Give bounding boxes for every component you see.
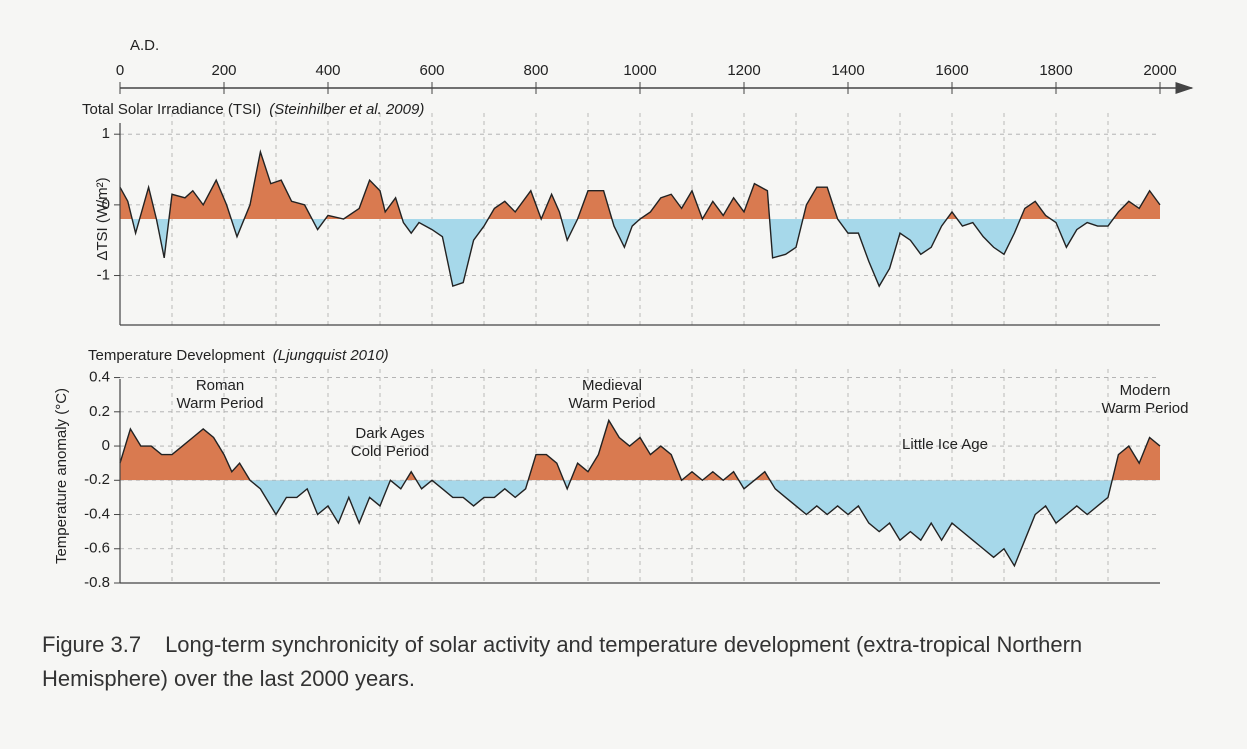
y-tick-label: -0.8 bbox=[84, 574, 110, 591]
x-tick-label: 0 bbox=[116, 62, 124, 79]
annotation: Roman bbox=[196, 377, 244, 394]
y-tick-label: -1 bbox=[97, 267, 110, 284]
x-tick-label: 2000 bbox=[1143, 62, 1176, 79]
x-tick-label: 1400 bbox=[831, 62, 864, 79]
chart-title: Temperature Development (Ljungquist 2010) bbox=[88, 347, 389, 364]
area-below bbox=[120, 480, 1160, 566]
annotation: Warm Period bbox=[177, 395, 264, 412]
x-tick-label: 600 bbox=[419, 62, 444, 79]
area-above bbox=[120, 420, 1160, 481]
title: Total Solar Irradiance (TSI) bbox=[82, 101, 261, 118]
chart-title: Total Solar Irradiance (TSI) (Steinhilber… bbox=[82, 101, 424, 118]
figure: A.D. 0 200 400 600 800 1000 1200 1400 1600 1800 20… bbox=[53, 37, 1194, 591]
y-axis-label: ΔTSI (W/m²) bbox=[94, 177, 111, 260]
y-tick-label: -0.2 bbox=[84, 471, 110, 488]
x-tick-label: 400 bbox=[315, 62, 340, 79]
y-tick-label: 0.4 bbox=[89, 369, 110, 386]
line bbox=[119, 149, 1161, 288]
area-above bbox=[120, 151, 1160, 219]
x-tick-label: 1000 bbox=[623, 62, 656, 79]
title: Temperature Development bbox=[88, 347, 266, 364]
y-tick-label: -0.4 bbox=[84, 505, 110, 522]
caption-text: Long-term synchronicity of solar activit… bbox=[42, 632, 1083, 691]
y-tick-label: 0 bbox=[102, 437, 110, 454]
annotation: Warm Period bbox=[569, 395, 656, 412]
annotation: Warm Period bbox=[1102, 400, 1189, 417]
source: (Steinhilber et al. 2009) bbox=[269, 101, 424, 118]
axis-label: A.D. bbox=[130, 37, 159, 54]
x-tick-label: 200 bbox=[211, 62, 236, 79]
caption: Figure 3.7 Long-term synchronicity of sol… bbox=[42, 628, 1207, 696]
y-tick-label: 0 bbox=[102, 196, 110, 213]
x-tick-label: 1200 bbox=[727, 62, 760, 79]
annotation: Medieval bbox=[582, 377, 642, 394]
source: (Ljungquist 2010) bbox=[273, 347, 389, 364]
x-tick-label: 800 bbox=[523, 62, 548, 79]
y-tick-label: -0.6 bbox=[84, 540, 110, 557]
y-axis-label: Temperature anomaly (°C) bbox=[53, 388, 70, 564]
x-tick-label: 1600 bbox=[935, 62, 968, 79]
annotation: Dark Ages bbox=[355, 425, 424, 442]
y-tick-label: 0.2 bbox=[89, 403, 110, 420]
annotation: Little Ice Age bbox=[902, 436, 988, 453]
y-tick-label: 1 bbox=[102, 125, 110, 142]
caption-label: Figure 3.7 bbox=[42, 632, 142, 657]
line bbox=[119, 418, 1161, 568]
annotation: Cold Period bbox=[351, 443, 429, 460]
annotation: Modern bbox=[1120, 382, 1171, 399]
x-tick-label: 1800 bbox=[1039, 62, 1072, 79]
